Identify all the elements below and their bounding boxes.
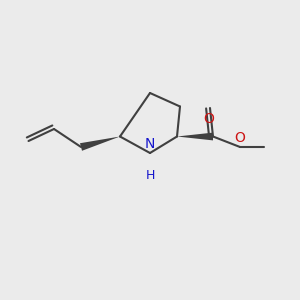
Polygon shape [80, 136, 120, 151]
Text: H: H [145, 169, 155, 182]
Text: O: O [203, 112, 214, 126]
Polygon shape [177, 133, 213, 140]
Text: N: N [145, 137, 155, 152]
Text: O: O [235, 130, 245, 145]
